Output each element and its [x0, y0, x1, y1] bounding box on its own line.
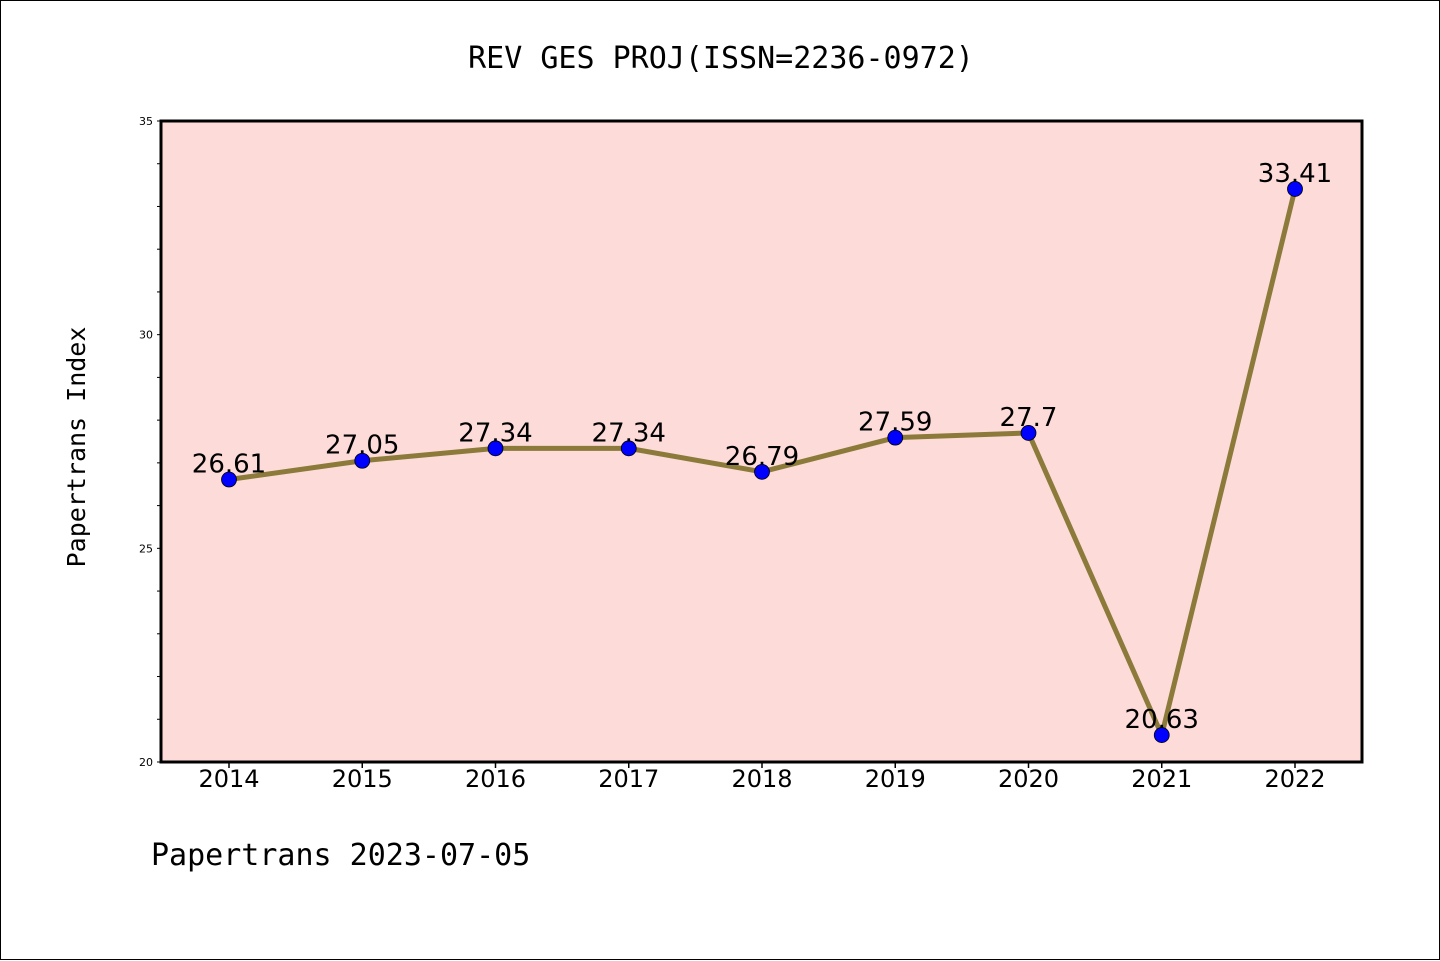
x-tick-label: 2019	[865, 765, 926, 793]
plot-border	[159, 119, 1364, 764]
x-tick-label: 2016	[465, 765, 526, 793]
x-tick-label: 2022	[1264, 765, 1325, 793]
data-label: 27.59	[858, 408, 932, 438]
data-point	[487, 440, 504, 457]
data-label: 27.7	[1000, 403, 1058, 433]
data-label: 27.05	[325, 431, 399, 461]
y-tick-label: 20	[139, 756, 153, 769]
data-label: 27.34	[458, 418, 532, 448]
data-point	[754, 463, 770, 480]
data-point	[221, 471, 237, 488]
data-point	[620, 440, 637, 457]
y-axis-label: Papertrans Index	[62, 327, 91, 568]
data-point	[1287, 181, 1303, 197]
data-label: 26.61	[192, 450, 266, 480]
chart-title: REV GES PROJ(ISSN=2236-0972)	[468, 41, 974, 76]
x-tick-label: 2014	[198, 765, 259, 793]
y-tick-label: 30	[139, 329, 153, 342]
data-markers	[221, 181, 1303, 743]
footer-text: Papertrans 2023-07-05	[151, 838, 530, 873]
y-tick-label: 25	[139, 542, 153, 555]
data-label: 33.41	[1258, 159, 1332, 189]
y-tick-labels: 20 25 30 35	[139, 115, 153, 769]
data-labels: 26.61 27.05 27.34 27.34 26.79 27.59 27.7 20.63 3…	[192, 159, 1332, 735]
data-label: 20.63	[1125, 705, 1199, 735]
data-point	[1153, 727, 1170, 743]
data-label: 27.34	[592, 418, 666, 448]
x-tick-label: 2021	[1131, 765, 1192, 793]
x-tick-label: 2018	[731, 765, 792, 793]
y-tick-label: 35	[139, 115, 153, 128]
data-point	[1020, 425, 1037, 441]
data-point	[887, 429, 904, 446]
x-tick-label: 2020	[998, 765, 1059, 793]
data-label: 26.79	[725, 442, 799, 472]
x-tick-labels: 2014 2015 2016 2017 2018 2019 2020 2021 2022	[198, 765, 1325, 793]
plot-area	[161, 121, 1362, 762]
data-point	[354, 452, 371, 469]
x-tick-label: 2017	[598, 765, 659, 793]
x-tick-label: 2015	[332, 765, 393, 793]
